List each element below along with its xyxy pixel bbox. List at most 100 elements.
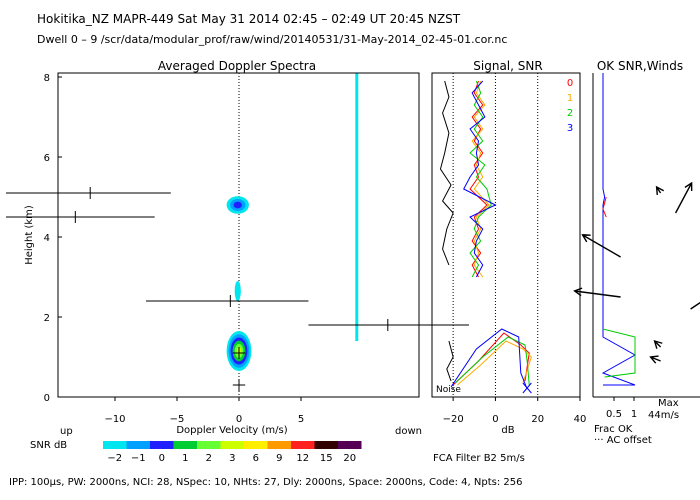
colorbar-swatch-4 [197, 441, 221, 449]
colorbar-swatch-0 [103, 441, 127, 449]
wind-arrowhead-2 [573, 287, 583, 297]
colorbar-tick-8: 12 [296, 453, 309, 464]
snr-plot-area [439, 73, 539, 397]
spectra-x-tick-label-0: −10 [104, 414, 125, 425]
spectra-x-tick-label-2: 0 [236, 414, 242, 425]
filter-label: FCA Filter B2 5m/s [433, 453, 525, 464]
winds-x-ticks: 0.5 1 [606, 397, 637, 420]
snr-cross-b [522, 382, 532, 394]
footer-parameters: IPP: 100µs, PW: 2000ns, NCI: 28, NSpec: … [9, 477, 522, 488]
ac-offset-label: ··· AC offset [594, 435, 652, 446]
colorbar-label: SNR dB [30, 440, 67, 451]
colorbar-swatch-2 [150, 441, 174, 449]
noise-trace-low [446, 340, 454, 382]
noise-trace [439, 80, 454, 266]
colorbar-swatch-10 [338, 441, 362, 449]
colorbar-swatch-3 [173, 441, 197, 449]
snr-x-tick-label-3: 40 [574, 414, 587, 425]
wind-arrow-5 [650, 356, 661, 362]
spectral-blob-1-level-0 [234, 281, 241, 301]
wind-arrowhead-6 [655, 185, 665, 196]
legend-dwell-3: 3 [567, 123, 573, 134]
snr-low-series-1 [457, 340, 532, 386]
wind-arrow-3 [690, 301, 700, 310]
header-dwell: Dwell 0 – 9 /scr/data/modular_prof/raw/w… [37, 33, 507, 46]
legend-dwell-0: 0 [567, 78, 573, 89]
colorbar-tick-3: 1 [182, 453, 188, 464]
snr-frame [431, 72, 581, 398]
max-value: 44m/s [648, 410, 679, 421]
spectra-y-tick-label-2: 4 [44, 233, 50, 244]
colorbar-swatch-9 [314, 441, 338, 449]
colorbar-tick-7: 9 [276, 453, 282, 464]
snr-series-3 [463, 80, 497, 278]
snr-low-series-3 [450, 328, 528, 390]
snr-series-0 [469, 80, 488, 278]
snr-x-label: dB [501, 425, 514, 436]
frac-ok-label: Frac OK [594, 424, 633, 435]
winds-x-tick-label-1: 1 [631, 409, 637, 420]
spectra-plot-area [6, 73, 469, 397]
legend-dwell-2: 2 [567, 108, 573, 119]
spectra-x-ticks: −10 −5 0 5 [104, 397, 304, 425]
colorbar-tick-10: 20 [343, 453, 356, 464]
spectra-y-tick-label-0: 0 [44, 393, 50, 404]
spectra-y-tick-label-4: 8 [44, 73, 50, 84]
frac-ok-trace-3 [601, 73, 637, 386]
snr-x-tick-label-1: 0 [492, 414, 498, 425]
spectra-y-ticks: 0 2 4 6 8 [44, 73, 62, 404]
spectra-y-tick-label-3: 6 [44, 153, 50, 164]
signal-snr-panel: −20 0 20 40 [431, 72, 587, 425]
snr-series-2 [469, 80, 492, 278]
colorbar-tick-4: 2 [206, 453, 212, 464]
winds-plot-area [573, 73, 700, 386]
snr-title: Signal, SNR [473, 59, 542, 73]
wind-arrowhead-1 [581, 234, 591, 243]
spectra-x-label: Doppler Velocity (m/s) [176, 425, 287, 436]
snr-x-ticks: −20 0 20 40 [443, 397, 587, 425]
spectra-title: Averaged Doppler Spectra [158, 59, 316, 73]
colorbar-swatch-7 [267, 441, 291, 449]
snr-low-series-2 [454, 336, 530, 386]
wind-arrow-2 [574, 290, 621, 298]
dwell-legend: 0 1 2 3 [567, 78, 573, 134]
snr-colorbar: −2 −1 0 1 2 3 6 9 12 15 20 [103, 441, 362, 464]
winds-title: OK SNR,Winds [597, 59, 683, 73]
winds-x-tick-label-0: 0.5 [606, 409, 622, 420]
spectra-y-label: Height (km) [24, 205, 35, 265]
spectral-cyan-band [355, 73, 359, 341]
snr-x-tick-label-2: 20 [531, 414, 544, 425]
colorbar-tick-5: 3 [229, 453, 235, 464]
wind-arrowhead-0 [684, 181, 693, 192]
snr-x-tick-label-0: −20 [443, 414, 464, 425]
spectra-down-label: down [395, 426, 422, 437]
wind-arrow-1 [582, 234, 621, 258]
spectra-x-tick-label-1: −5 [170, 414, 185, 425]
header-title: Hokitika_NZ MAPR-449 Sat May 31 2014 02:… [37, 12, 461, 26]
colorbar-swatch-1 [126, 441, 150, 449]
wind-arrowhead-4 [653, 339, 663, 349]
colorbar-tick-6: 6 [253, 453, 259, 464]
colorbar-swatch-6 [244, 441, 268, 449]
frac-ok-trace-2 [602, 328, 636, 378]
doppler-spectra-panel: −10 −5 0 5 0 2 4 6 8 [6, 72, 469, 425]
colorbar-tick-9: 15 [320, 453, 333, 464]
colorbar-swatch-8 [291, 441, 315, 449]
spectra-y-tick-label-1: 2 [44, 313, 50, 324]
colorbar-tick-2: 0 [159, 453, 165, 464]
legend-dwell-1: 1 [567, 93, 573, 104]
wind-arrow-0 [674, 182, 693, 214]
colorbar-tick-1: −1 [131, 453, 146, 464]
spectra-up-label: up [60, 426, 73, 437]
colorbar-tick-0: −2 [107, 453, 122, 464]
snr-low-series-0 [452, 332, 530, 386]
frac-ok-trace-0 [602, 196, 607, 218]
max-label: Max [658, 398, 679, 409]
wind-arrowhead-5 [649, 355, 659, 364]
spectra-x-tick-label-3: 5 [298, 414, 304, 425]
noise-label: Noise [436, 385, 461, 395]
spectral-blob-0-level-2 [233, 201, 242, 209]
colorbar-swatch-5 [220, 441, 244, 449]
